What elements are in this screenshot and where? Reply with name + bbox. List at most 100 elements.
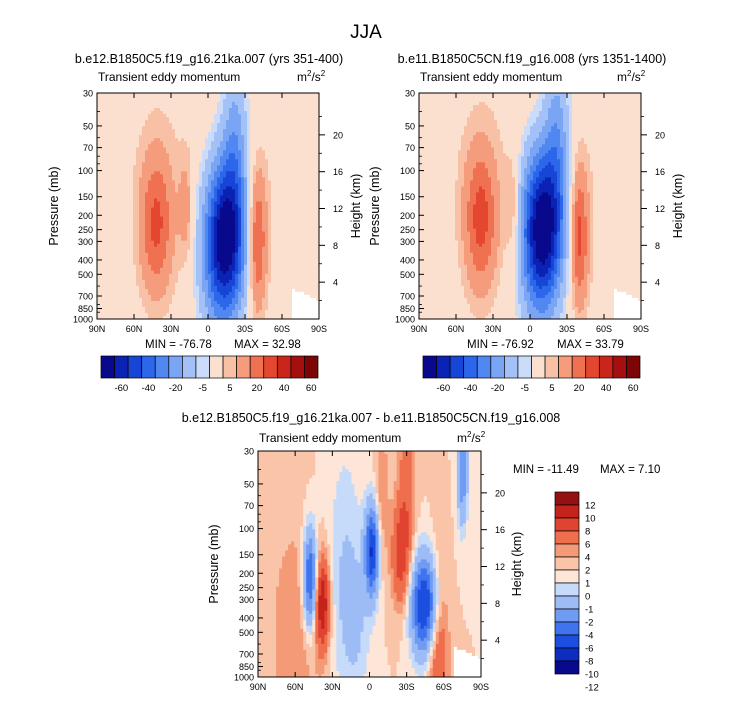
heatmap-cell — [247, 144, 250, 147]
heatmap-cell — [169, 253, 172, 256]
heatmap-cell — [229, 280, 232, 283]
heatmap-cell — [301, 156, 304, 159]
heatmap-cell — [202, 138, 205, 141]
heatmap-cell — [145, 126, 148, 129]
heatmap-cell — [208, 111, 211, 114]
heatmap-cell — [235, 138, 238, 141]
heatmap-cell — [142, 195, 145, 198]
heatmap-cell — [154, 235, 157, 238]
heatmap-cell — [100, 286, 103, 289]
heatmap-cell — [292, 274, 295, 277]
heatmap-cell — [301, 220, 304, 223]
heatmap-cell — [250, 186, 253, 189]
heatmap-cell — [256, 129, 259, 132]
heatmap-cell — [145, 271, 148, 274]
heatmap-cell — [109, 250, 112, 253]
heatmap-cell — [184, 238, 187, 241]
heatmap-cell — [313, 93, 316, 96]
heatmap-cell — [301, 141, 304, 144]
heatmap-cell — [154, 135, 157, 138]
heatmap-cell — [166, 99, 169, 102]
heatmap-cell — [256, 108, 259, 111]
heatmap-cell — [274, 144, 277, 147]
heatmap-cell — [202, 235, 205, 238]
heatmap-cell — [229, 244, 232, 247]
heatmap-cell — [121, 247, 124, 250]
heatmap-cell — [235, 265, 238, 268]
heatmap-cell — [238, 259, 241, 262]
heatmap-cell — [268, 183, 271, 186]
heatmap-cell — [256, 135, 259, 138]
heatmap-cell — [259, 144, 262, 147]
heatmap-cell — [247, 99, 250, 102]
heatmap-cell — [190, 123, 193, 126]
heatmap-cell — [157, 262, 160, 265]
heatmap-cell — [142, 150, 145, 153]
heatmap-cell — [265, 277, 268, 280]
heatmap-cell — [292, 141, 295, 144]
heatmap-cell — [109, 289, 112, 292]
heatmap-cell — [250, 147, 253, 150]
heatmap-cell — [283, 241, 286, 244]
heatmap-cell — [151, 192, 154, 195]
heatmap-cell — [127, 99, 130, 102]
heatmap-cell — [259, 108, 262, 111]
heatmap-cell — [256, 280, 259, 283]
heatmap-cell — [289, 126, 292, 129]
heatmap-cell — [115, 171, 118, 174]
heatmap-cell — [298, 217, 301, 220]
heatmap-cell — [199, 135, 202, 138]
heatmap-cell — [244, 111, 247, 114]
heatmap-cell — [139, 259, 142, 262]
heatmap-cell — [271, 171, 274, 174]
heatmap-cell — [226, 162, 229, 165]
heatmap-cell — [226, 126, 229, 129]
heatmap-cell — [163, 292, 166, 295]
heatmap-cell — [193, 96, 196, 99]
heatmap-cell — [175, 102, 178, 105]
heatmap-cell — [103, 138, 106, 141]
heatmap-cell — [223, 120, 226, 123]
heatmap-cell — [175, 120, 178, 123]
heatmap-cell — [289, 114, 292, 117]
heatmap-cell — [259, 220, 262, 223]
heatmap-cell — [109, 120, 112, 123]
heatmap-cell — [169, 238, 172, 241]
heatmap-cell — [142, 289, 145, 292]
heatmap-cell — [256, 192, 259, 195]
heatmap-cell — [244, 123, 247, 126]
heatmap-cell — [217, 268, 220, 271]
heatmap-cell — [196, 292, 199, 295]
heatmap-cell — [97, 223, 100, 226]
heatmap-cell — [217, 150, 220, 153]
heatmap-cell — [109, 271, 112, 274]
heatmap-cell — [133, 162, 136, 165]
heatmap-cell — [199, 226, 202, 229]
heatmap-cell — [109, 159, 112, 162]
heatmap-cell — [301, 241, 304, 244]
heatmap-cell — [301, 153, 304, 156]
heatmap-cell — [220, 177, 223, 180]
heatmap-cell — [307, 247, 310, 250]
heatmap-cell — [277, 217, 280, 220]
heatmap-cell — [172, 262, 175, 265]
heatmap-cell — [163, 192, 166, 195]
heatmap-cell — [280, 102, 283, 105]
heatmap-cell — [280, 235, 283, 238]
heatmap-cell — [286, 232, 289, 235]
heatmap-cell — [187, 177, 190, 180]
heatmap-cell — [277, 123, 280, 126]
heatmap-cell — [118, 114, 121, 117]
heatmap-cell — [154, 123, 157, 126]
heatmap-cell — [241, 180, 244, 183]
heatmap-cell — [136, 250, 139, 253]
heatmap-cell — [310, 277, 313, 280]
heatmap-cell — [157, 232, 160, 235]
heatmap-cell — [109, 223, 112, 226]
heatmap-cell — [217, 277, 220, 280]
heatmap-cell — [232, 102, 235, 105]
heatmap-cell — [100, 250, 103, 253]
heatmap-cell — [241, 138, 244, 141]
heatmap-cell — [103, 123, 106, 126]
heatmap-cell — [172, 214, 175, 217]
